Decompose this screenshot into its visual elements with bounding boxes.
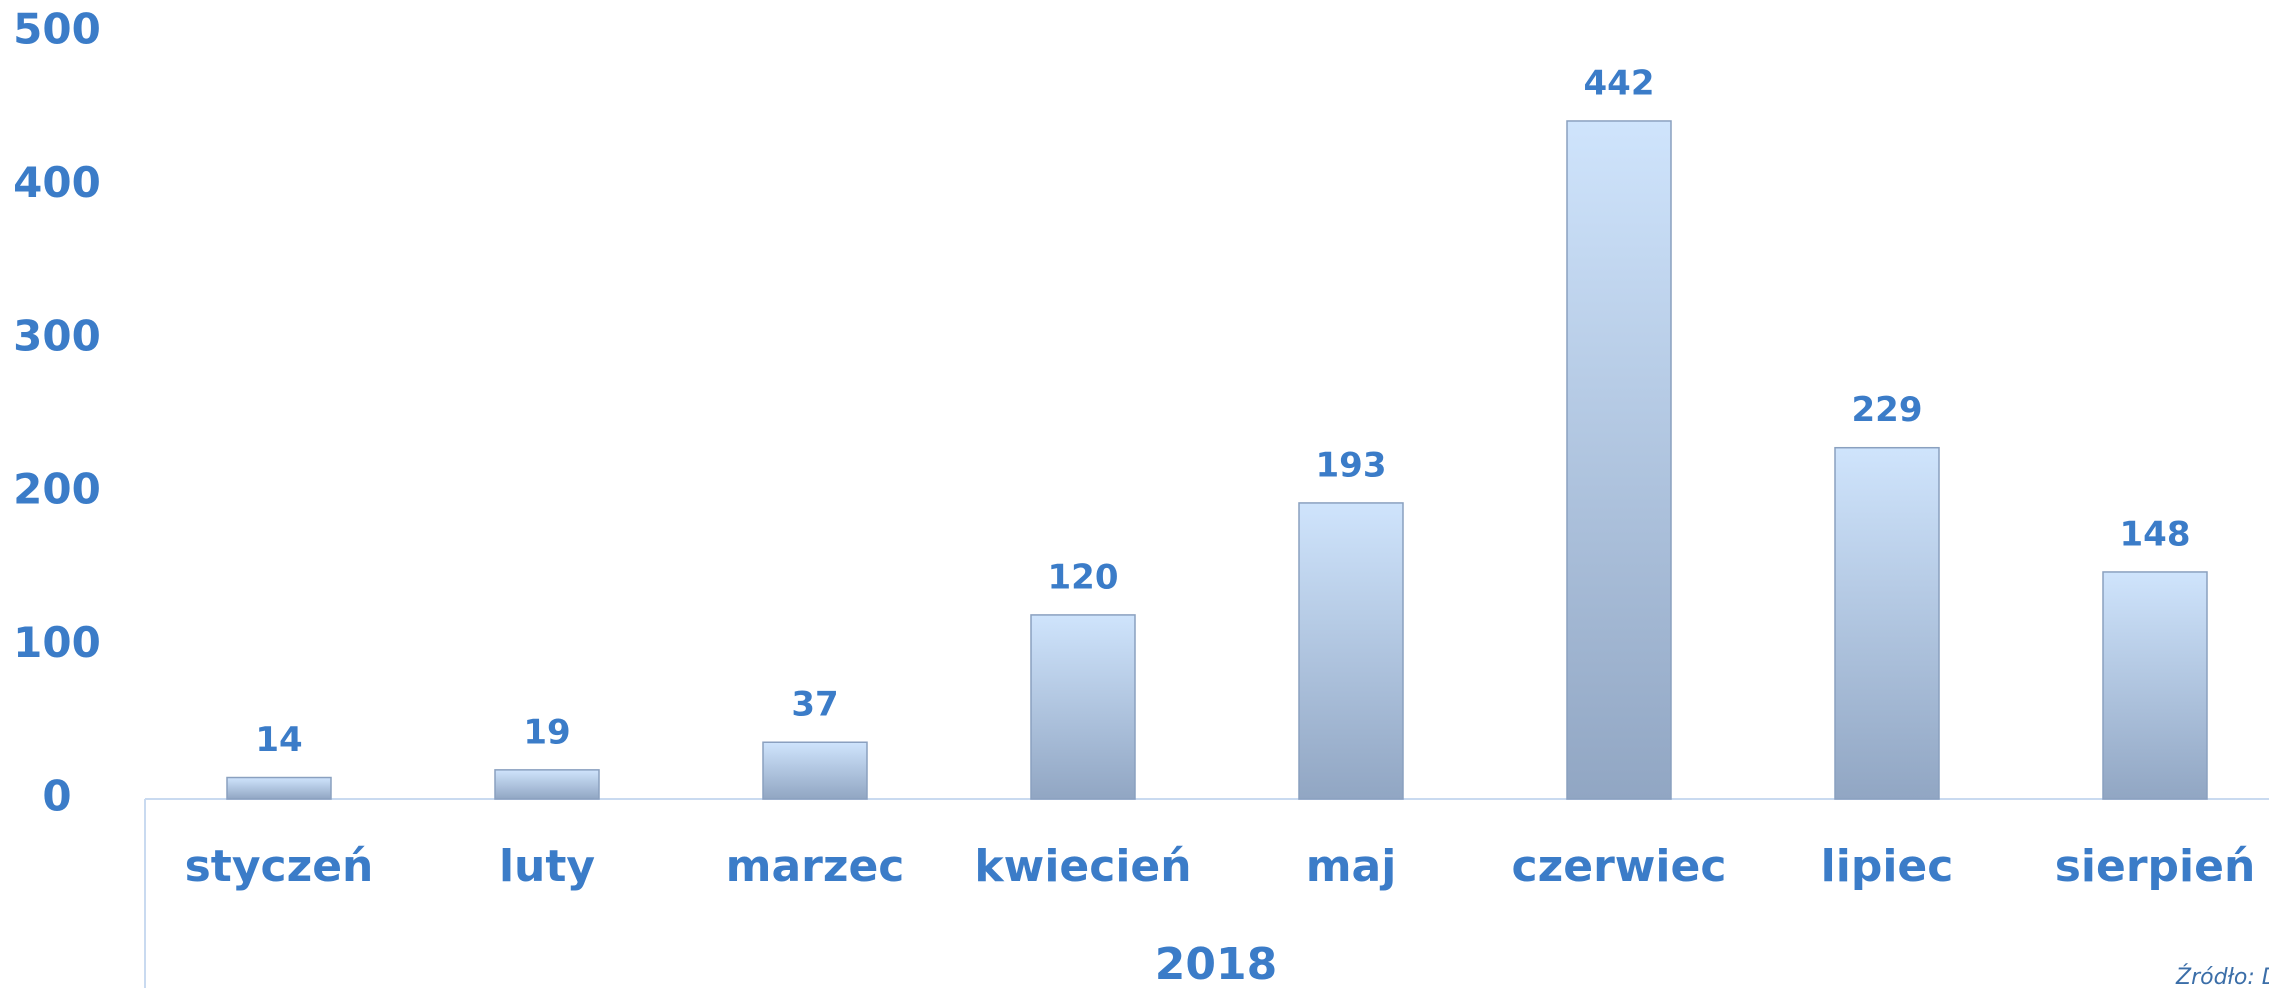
y-tick-label: 500 — [13, 5, 101, 54]
value-label: 37 — [791, 685, 838, 725]
y-tick-label: 200 — [13, 465, 101, 514]
x-tick-label: maj — [1306, 841, 1397, 892]
x-tick-label: czerwiec — [1512, 841, 1727, 892]
x-tick-label: lipiec — [1821, 841, 1954, 892]
value-label: 14 — [255, 720, 302, 760]
bar — [1566, 120, 1672, 800]
value-label: 148 — [2120, 514, 2191, 554]
x-tick-label: marzec — [726, 841, 905, 892]
source: Źródło: D — [2175, 964, 2269, 988]
group-label: 2018 — [1155, 939, 1277, 988]
x-tick-label: kwiecień — [974, 841, 1191, 892]
value-label: 193 — [1316, 445, 1387, 485]
bar — [1298, 502, 1404, 800]
value-label: 442 — [1584, 63, 1655, 103]
bar — [226, 776, 332, 800]
bar — [2102, 571, 2208, 800]
y-tick-label: 100 — [13, 618, 101, 667]
x-tick-label: styczeń — [185, 841, 374, 892]
value-label: 229 — [1852, 390, 1923, 430]
y-tick-label: 300 — [13, 311, 101, 360]
value-label: 19 — [523, 712, 570, 752]
bar — [762, 741, 868, 800]
bar — [1030, 614, 1136, 800]
x-tick-label: luty — [499, 841, 595, 892]
bar — [494, 769, 600, 800]
y-tick-label: 400 — [13, 158, 101, 207]
y-tick-label: 0 — [42, 772, 71, 821]
x-tick-label: sierpień — [2055, 841, 2256, 892]
value-label: 120 — [1048, 557, 1119, 597]
bar — [1834, 446, 1940, 800]
